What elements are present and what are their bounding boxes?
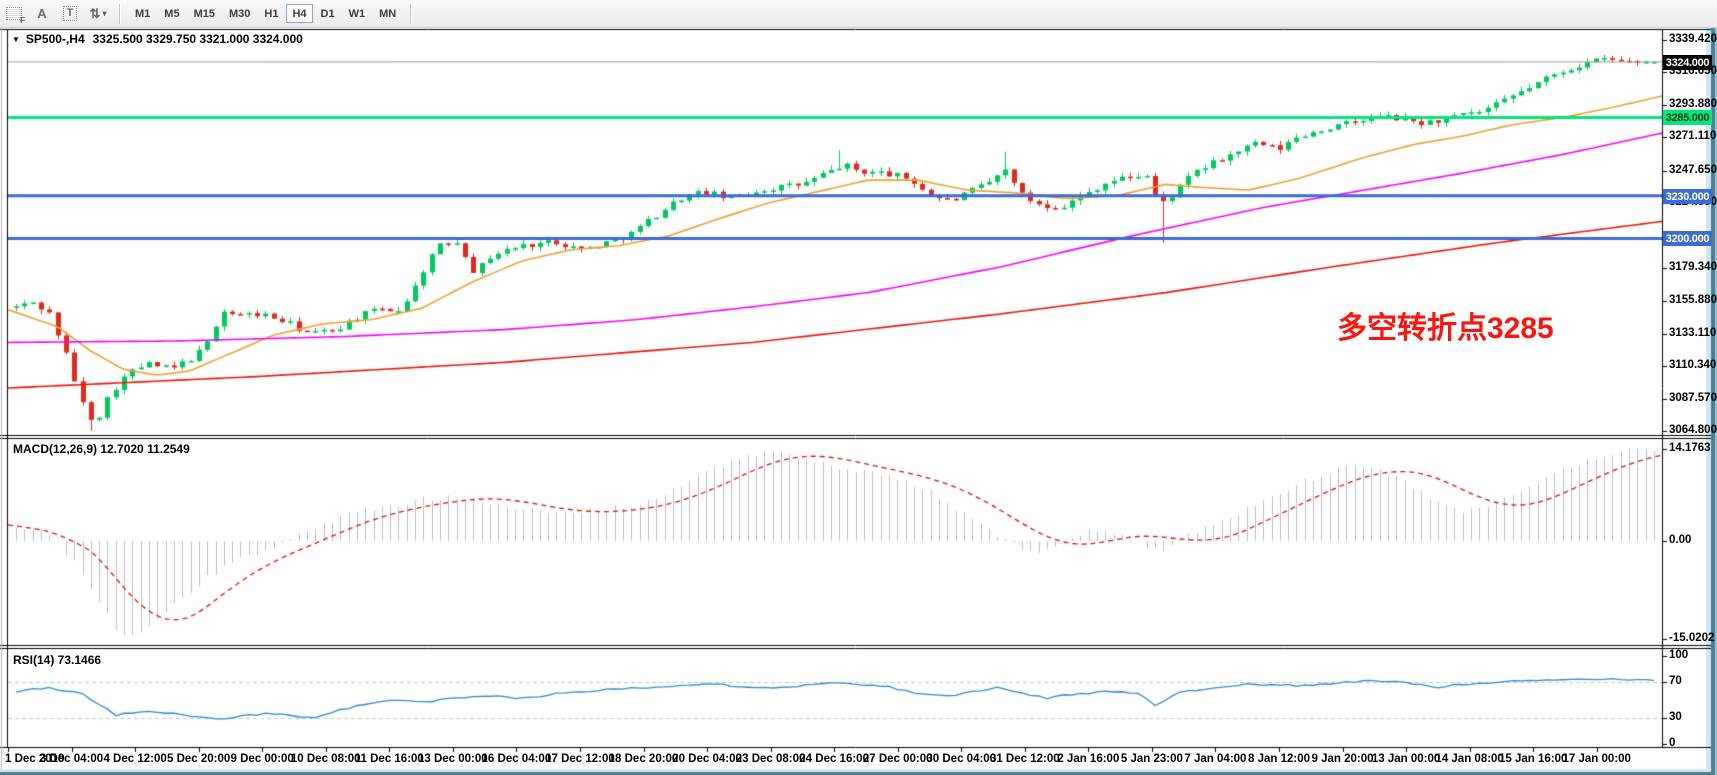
time-label-16: 31 Dec 12:00 [989,753,1060,765]
time-label-21: 9 Jan 20:00 [1311,753,1374,765]
price-tick-3064.800: 3064.800 [1669,424,1717,436]
tf-button-M15[interactable]: M15 [193,7,215,20]
current-price-tag: 3324.000 [1663,55,1712,70]
price-tick-3293.880: 3293.880 [1669,98,1717,110]
text-tool-icon[interactable]: T [58,4,82,24]
rsi-indicator-label: RSI(14) 73.1466 [13,653,102,667]
time-label-13: 24 Dec 16:00 [799,753,869,765]
tf-button-D1[interactable]: D1 [320,7,335,20]
macd-tick-0.00: 0.00 [1669,534,1692,546]
tf-button-W1[interactable]: W1 [348,7,366,20]
tf-button-H1[interactable]: H1 [264,7,279,20]
time-label-7: 13 Dec 00:00 [417,753,488,765]
rsi-tick-100: 100 [1669,649,1689,661]
time-label-15: 30 Dec 04:00 [926,753,997,765]
chart-text-annotation[interactable]: 多空转折点3285 [1337,312,1554,345]
timeframe-bar: M1 M5 M15 M30 H1 H4 D1 W1 MN [128,4,403,23]
time-label-4: 9 Dec 00:00 [230,753,294,765]
tf-button-H4[interactable]: H4 [286,4,313,23]
hline-price-tag-3200.000[interactable]: 3200.000 [1663,231,1712,246]
time-label-5: 10 Dec 08:00 [290,753,361,765]
time-label-2: 4 Dec 12:00 [103,753,167,765]
arrange-cycle-icon[interactable]: ⇅ ▾ [89,5,107,21]
toolbar: F A T ⇅ ▾ M1 M5 M15 M30 H1 H4 D1 W1 MN [0,0,1717,28]
macd-tick-14.1763: 14.1763 [1669,442,1711,454]
collapse-triangle-icon[interactable]: ▼ [12,34,20,44]
symbol-period-label: SP500-,H4 [25,32,85,46]
time-label-24: 15 Jan 16:00 [1498,753,1568,765]
hline-price-tag-3230.000[interactable]: 3230.000 [1663,189,1712,204]
time-label-18: 5 Jan 23:00 [1120,753,1183,765]
text-label-icon[interactable]: A [37,6,47,21]
time-label-22: 13 Jan 00:00 [1371,753,1441,765]
hline-price-tag-3285.000[interactable]: 3285.000 [1663,110,1712,125]
tf-button-MN[interactable]: MN [379,7,397,20]
toolbar-separator [410,3,413,24]
price-tick-3179.340: 3179.340 [1669,261,1717,273]
macd-tick--15.0202: -15.0202 [1669,632,1715,644]
time-label-20: 8 Jan 12:00 [1247,753,1310,765]
time-label-23: 14 Jan 08:00 [1435,753,1504,765]
time-label-14: 27 Dec 00:00 [862,753,933,765]
time-label-12: 23 Dec 08:00 [735,753,806,765]
time-label-8: 16 Dec 04:00 [481,753,552,765]
template-grid-icon [6,7,22,20]
price-tick-3110.340: 3110.340 [1669,359,1717,371]
time-label-1: 3 Dec 04:00 [39,753,104,765]
price-tick-3087.570: 3087.570 [1669,392,1717,404]
toolbar-separator [119,3,121,24]
price-tick-3339.420: 3339.420 [1669,33,1717,45]
price-tick-3271.110: 3271.110 [1669,130,1717,142]
tf-button-M30[interactable]: M30 [228,7,251,20]
toolbar-tools: F A T ⇅ ▾ [0,4,112,25]
rsi-tick-0: 0 [1669,737,1676,749]
time-label-19: 7 Jan 04:00 [1184,753,1247,765]
rsi-tick-70: 70 [1669,675,1682,687]
time-label-10: 18 Dec 20:00 [608,753,679,765]
time-label-0: 1 Dec 2019 [5,753,65,765]
tf-button-M1[interactable]: M1 [135,7,151,20]
tf-button-M5[interactable]: M5 [164,7,180,20]
macd-indicator-label: MACD(12,26,9) 12.7020 11.2549 [13,442,190,456]
chart-title: ▼ SP500-,H4 3325.500 3329.750 3321.000 3… [12,32,303,46]
time-label-11: 20 Dec 04:00 [672,753,742,765]
time-label-25: 17 Jan 00:00 [1562,753,1631,765]
price-tick-3247.650: 3247.650 [1669,164,1717,176]
time-label-9: 17 Dec 12:00 [545,753,615,765]
time-label-17: 2 Jan 16:00 [1057,753,1120,765]
price-tick-3133.110: 3133.110 [1669,327,1717,339]
rsi-tick-30: 30 [1669,711,1682,723]
ohlc-values: 3325.500 3329.750 3321.000 3324.000 [92,32,303,46]
price-tick-3155.880: 3155.880 [1669,294,1717,306]
time-label-3: 5 Dec 20:00 [166,753,231,765]
template-grid-icon[interactable]: F [2,4,26,25]
time-label-6: 11 Dec 16:00 [354,753,424,765]
